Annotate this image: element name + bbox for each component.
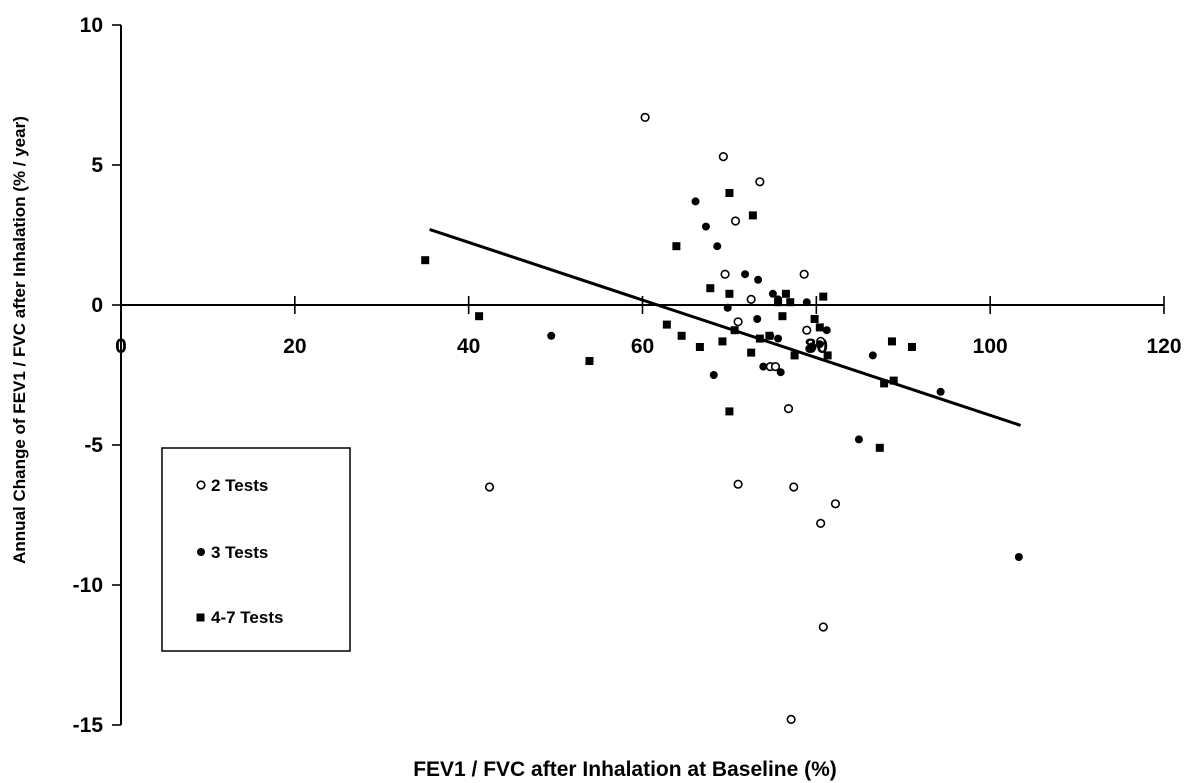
x-tick-label: 20 [283, 335, 306, 358]
x-tick-label: 0 [115, 335, 127, 358]
data-point-filled-square [781, 289, 790, 298]
data-point-filled-circle [759, 362, 768, 371]
data-point-filled-circle [741, 270, 750, 279]
data-point-filled-circle [776, 368, 785, 377]
legend-label-3-tests: 3 Tests [211, 543, 268, 562]
x-tick-label: 60 [631, 335, 654, 358]
data-point-filled-circle [691, 197, 700, 206]
legend-filled-circle-marker [197, 548, 205, 556]
data-point-filled-square [585, 357, 594, 365]
data-point-filled-square [725, 407, 734, 416]
data-point-open-circle [484, 482, 495, 492]
legend-filled-square-marker [196, 613, 205, 622]
data-point-filled-circle [723, 303, 732, 312]
y-tick-label: -15 [73, 714, 104, 737]
data-point-filled-square [695, 343, 704, 351]
series-2-tests [484, 112, 841, 725]
data-point-open-circle [733, 317, 743, 327]
data-point-filled-square [889, 376, 898, 385]
data-point-filled-square [786, 298, 795, 307]
data-point-open-circle [789, 482, 799, 492]
data-point-filled-square [823, 351, 832, 360]
data-point-filled-square [887, 337, 896, 346]
trendline [429, 227, 1022, 427]
data-point-filled-circle [802, 298, 811, 307]
data-point-filled-circle [1014, 553, 1023, 561]
data-point-filled-square [815, 323, 824, 332]
y-tick-label: 5 [91, 154, 103, 177]
legend-box [161, 447, 351, 652]
data-point-filled-square [819, 292, 828, 301]
y-tick-label: 10 [80, 14, 103, 37]
data-point-filled-square [880, 379, 889, 388]
data-point-filled-square [748, 211, 757, 220]
data-point-open-circle [818, 622, 828, 632]
data-point-open-circle [770, 362, 781, 372]
data-point-filled-circle [936, 387, 945, 396]
series-3-tests [547, 197, 1023, 561]
data-point-open-circle [786, 714, 796, 725]
data-point-filled-circle [754, 275, 763, 284]
data-point-filled-square [725, 189, 734, 197]
data-point-filled-square [725, 289, 734, 298]
data-point-open-circle [816, 518, 826, 529]
data-point-open-circle [799, 269, 809, 279]
y-axis-label: Annual Change of FEV1 / FVC after Inhala… [10, 116, 29, 564]
data-point-open-circle [746, 294, 756, 305]
data-point-open-circle [718, 152, 728, 162]
x-tick-label: 100 [973, 335, 1008, 358]
data-point-filled-square [747, 348, 756, 357]
data-point-filled-circle [753, 315, 762, 323]
data-point-filled-circle [807, 343, 816, 351]
series-4-7-tests [421, 189, 916, 452]
legend-label-4-7-tests: 4-7 Tests [211, 608, 283, 627]
regression-line [429, 227, 1022, 427]
data-points [421, 112, 1023, 725]
data-point-filled-square [421, 256, 430, 265]
data-point-filled-square [774, 298, 783, 307]
data-point-filled-square [677, 331, 686, 340]
data-point-filled-circle [709, 371, 718, 379]
legend-open-circle-marker [196, 480, 206, 490]
data-point-open-circle [733, 479, 743, 489]
data-point-open-circle [640, 112, 650, 122]
data-point-filled-square [778, 312, 787, 321]
data-point-open-circle [755, 177, 765, 187]
data-point-filled-circle [713, 242, 722, 251]
legend: 2 Tests 3 Tests 4-7 Tests [161, 447, 351, 652]
x-axis-label: FEV1 / FVC after Inhalation at Baseline … [413, 758, 837, 781]
data-point-filled-square [706, 284, 715, 293]
data-point-filled-square [875, 443, 884, 452]
data-point-filled-circle [547, 331, 556, 340]
y-tick-label: 0 [91, 294, 103, 317]
y-tick-label: -10 [73, 574, 103, 597]
data-point-filled-circle [768, 289, 777, 298]
data-point-filled-square [718, 337, 727, 346]
data-point-filled-circle [701, 222, 710, 231]
data-point-open-circle [720, 269, 730, 279]
x-tick-label: 120 [1146, 335, 1181, 358]
data-point-filled-square [790, 351, 799, 360]
data-point-filled-circle [774, 334, 783, 343]
legend-label-2-tests: 2 Tests [211, 476, 268, 495]
data-point-filled-square [475, 312, 484, 321]
x-tick-label: 40 [457, 335, 480, 358]
data-point-filled-square [907, 343, 916, 351]
data-point-open-circle [783, 404, 794, 414]
data-point-open-circle [830, 499, 841, 509]
data-point-filled-circle [822, 326, 831, 335]
data-point-filled-circle [868, 351, 877, 360]
data-point-open-circle [730, 216, 741, 226]
y-tick-label: -5 [84, 434, 103, 457]
data-point-filled-square [765, 331, 774, 340]
y-axis-ticks: 10 5 0 -5 -10 -15 [73, 14, 121, 737]
data-point-filled-square [672, 242, 681, 251]
data-point-filled-square [662, 320, 671, 329]
data-point-filled-circle [854, 435, 863, 444]
data-point-filled-circle [815, 340, 824, 349]
data-point-open-circle [802, 325, 812, 335]
data-point-filled-square [810, 315, 819, 323]
